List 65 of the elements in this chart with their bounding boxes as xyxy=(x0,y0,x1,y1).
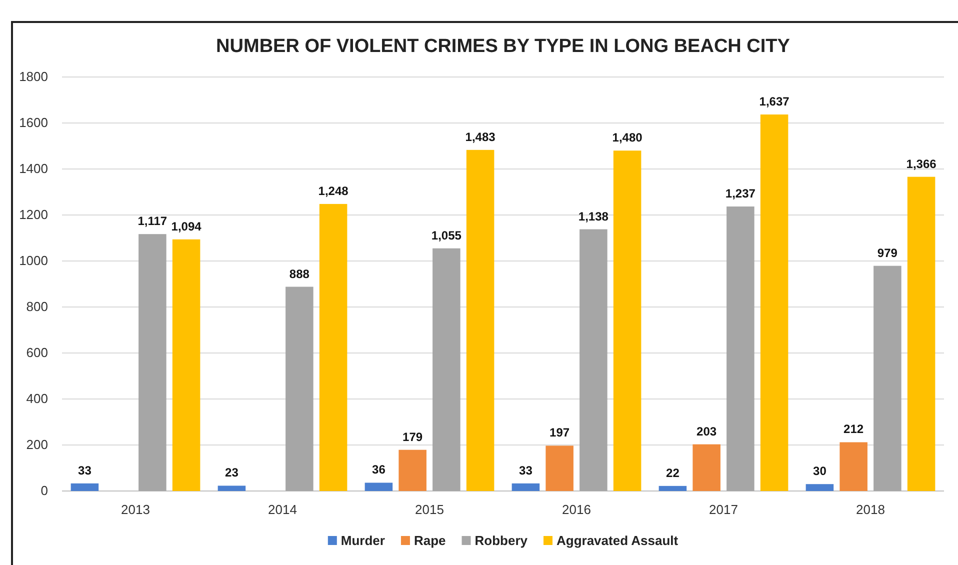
bar xyxy=(726,206,754,491)
x-tick-label: 2018 xyxy=(856,502,885,518)
data-label: 22 xyxy=(666,466,680,480)
bar xyxy=(580,229,608,491)
data-label: 33 xyxy=(519,463,533,478)
bar xyxy=(546,446,574,491)
bar xyxy=(138,234,166,491)
data-label: 212 xyxy=(844,422,864,436)
y-tick-label: 600 xyxy=(26,345,48,360)
data-label: 1,483 xyxy=(465,130,496,144)
chart-title: NUMBER OF VIOLENT CRIMES BY TYPE IN LONG BEACH CITY xyxy=(216,36,790,57)
y-tick-label: 0 xyxy=(40,483,48,498)
bar xyxy=(692,444,720,491)
bar xyxy=(364,482,393,491)
y-tick-label: 1800 xyxy=(19,69,48,84)
bar xyxy=(907,176,936,491)
data-label: 1,138 xyxy=(578,209,609,224)
data-label: 197 xyxy=(550,426,570,440)
legend-label: Rape xyxy=(414,533,446,548)
legend-label: Aggravated Assault xyxy=(556,533,679,548)
x-tick-label: 2016 xyxy=(562,502,591,518)
x-tick-label: 2015 xyxy=(415,502,444,518)
bar xyxy=(432,248,460,491)
bar xyxy=(319,204,348,491)
data-label: 1,237 xyxy=(725,186,756,200)
data-label: 1,055 xyxy=(431,228,462,242)
data-label: 30 xyxy=(813,464,827,478)
data-label: 888 xyxy=(289,266,310,281)
y-tick-label: 1600 xyxy=(19,115,48,130)
data-label: 1,637 xyxy=(759,94,790,108)
x-tick-label: 2013 xyxy=(121,502,150,518)
bar xyxy=(70,483,99,491)
data-label: 179 xyxy=(402,430,423,444)
legend-label: Murder xyxy=(340,533,385,548)
y-tick-label: 1200 xyxy=(19,207,48,222)
data-label: 1,366 xyxy=(906,156,937,171)
y-tick-label: 1000 xyxy=(19,253,48,268)
data-label: 1,094 xyxy=(171,219,202,234)
y-tick-label: 200 xyxy=(26,437,48,452)
data-label: 1,480 xyxy=(612,130,643,145)
data-label: 36 xyxy=(372,462,386,477)
bar xyxy=(398,450,426,491)
bar xyxy=(286,286,314,491)
data-label: 1,248 xyxy=(318,184,349,198)
bar xyxy=(760,114,788,491)
bar xyxy=(840,442,868,491)
x-tick-label: 2014 xyxy=(268,502,297,518)
x-tick-label: 2017 xyxy=(709,502,738,518)
data-label: 23 xyxy=(225,466,239,480)
bar xyxy=(613,150,642,491)
bar xyxy=(218,486,246,491)
bar xyxy=(172,239,200,491)
y-tick-label: 400 xyxy=(26,391,48,406)
data-label: 1,117 xyxy=(138,214,168,228)
data-label: 979 xyxy=(877,246,898,260)
y-tick-label: 1400 xyxy=(19,161,48,176)
bar xyxy=(466,150,494,491)
bar xyxy=(874,266,902,491)
data-label: 33 xyxy=(78,463,92,478)
y-tick-label: 800 xyxy=(26,299,48,314)
bar xyxy=(658,486,687,491)
data-label: 203 xyxy=(696,424,717,438)
bar xyxy=(806,484,834,491)
legend-label: Robbery xyxy=(474,533,528,548)
bar xyxy=(512,483,540,491)
